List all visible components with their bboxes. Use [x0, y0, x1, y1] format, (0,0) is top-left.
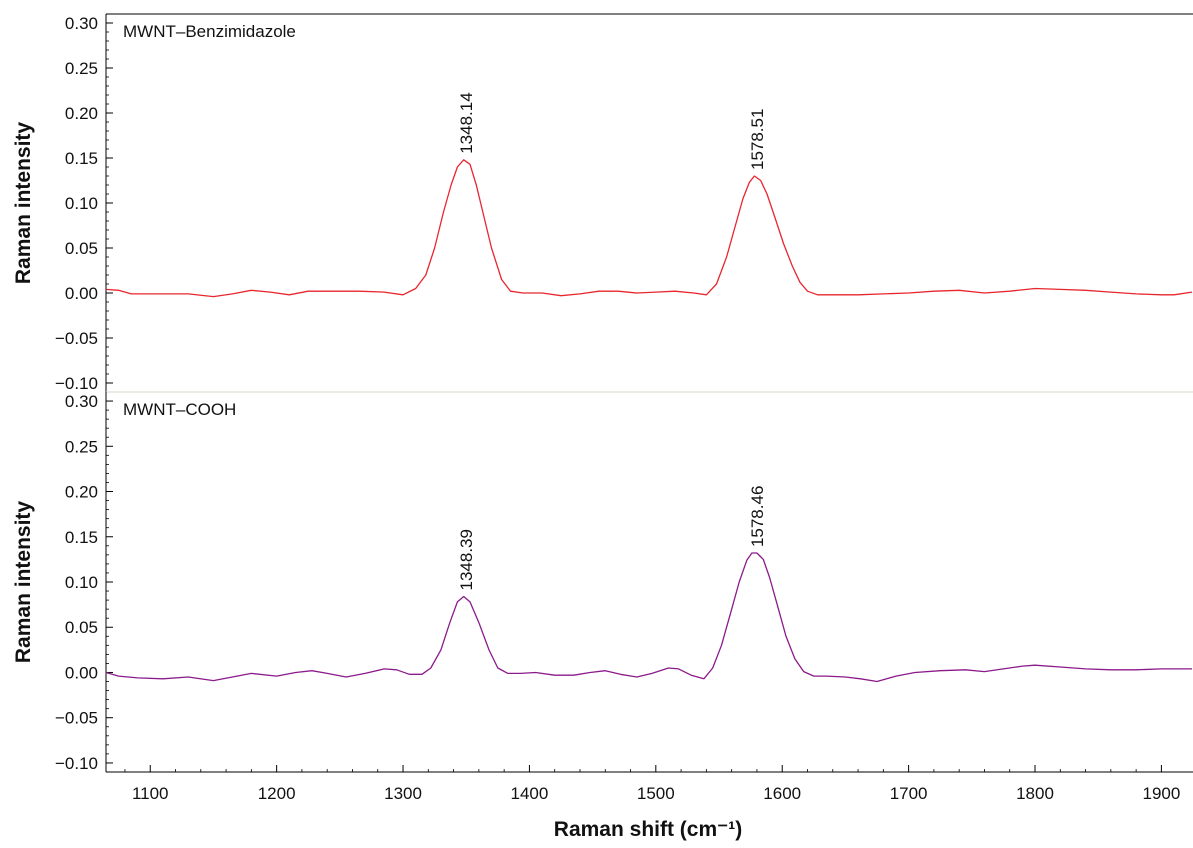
panel-top-y-tick-labels: −0.10 −0.05 0.00 0.05 0.10 0.15 0.20 0.25 0.30 [55, 14, 98, 393]
panel-top-y-tick-label: 0.10 [65, 194, 98, 213]
panel-top-y-tick-label: 0.15 [65, 149, 98, 168]
panel-bottom-x-tick-label: 1500 [637, 784, 675, 803]
panel-bottom-y-tick-label: −0.05 [55, 709, 98, 728]
panel-top-series-line [105, 159, 1193, 298]
panel-bottom-x-tick-label: 1700 [890, 784, 928, 803]
panel-top-y-tick-label: 0.25 [65, 59, 98, 78]
panel-top: −0.10 −0.05 0.00 0.05 0.10 0.15 0.20 0.25 0.30 M… [12, 13, 1193, 393]
panel-bottom-y-tick-label: 0.00 [65, 663, 98, 682]
panel-bottom-label: MWNT–COOH [123, 400, 236, 419]
panel-bottom: −0.10 −0.05 0.00 0.05 0.10 0.15 0.20 0.25 0.30 1… [12, 392, 1193, 803]
panel-bottom-peak-label: 1578.46 [748, 486, 767, 547]
panel-top-peak-label: 1578.51 [748, 109, 767, 170]
panel-top-y-tick-label: −0.10 [55, 374, 98, 393]
panel-bottom-y-tick-label: 0.05 [65, 618, 98, 637]
panel-bottom-x-tick-label: 1200 [258, 784, 296, 803]
panel-bottom-y-tick-label: 0.10 [65, 573, 98, 592]
panel-top-y-tick-label: 0.05 [65, 239, 98, 258]
panel-top-peak-labels: 1348.14 1578.51 [457, 92, 767, 170]
panel-bottom-y-tick-label: 0.15 [65, 528, 98, 547]
x-axis-title: Raman shift (cm⁻¹) [554, 818, 742, 841]
panel-bottom-y-tick-label: 0.25 [65, 437, 98, 456]
panel-bottom-x-tick-label: 1400 [511, 784, 549, 803]
panel-bottom-y-tick-label: −0.10 [55, 754, 98, 773]
panel-top-ticks [106, 22, 113, 384]
panel-bottom-peak-labels: 1348.39 1578.46 [457, 486, 767, 591]
panel-bottom-x-tick-label: 1300 [384, 784, 422, 803]
panel-bottom-y-axis-title: Raman intensity [12, 501, 35, 664]
panel-bottom-series-line [105, 552, 1192, 683]
panel-bottom-y-tick-label: 0.20 [65, 483, 98, 502]
panel-bottom-y-tick-label: 0.30 [65, 392, 98, 411]
panel-bottom-x-tick-label: 1800 [1016, 784, 1054, 803]
panel-bottom-x-tick-label: 1100 [132, 784, 169, 803]
panel-top-label: MWNT–Benzimidazole [123, 22, 296, 41]
panel-bottom-x-tick-labels: 1100 1200 1300 1400 1500 1600 1700 1800 1900 [132, 784, 1180, 803]
panel-bottom-y-tick-labels: −0.10 −0.05 0.00 0.05 0.10 0.15 0.20 0.25 0.30 [55, 392, 98, 773]
panel-top-y-tick-label: 0.30 [65, 14, 98, 33]
panel-bottom-x-tick-label: 1900 [1142, 784, 1180, 803]
panel-bottom-peak-label: 1348.39 [457, 529, 476, 590]
panel-top-y-tick-label: −0.05 [55, 329, 98, 348]
panel-top-y-tick-label: 0.20 [65, 104, 98, 123]
panel-bottom-x-tick-label: 1600 [763, 784, 801, 803]
panel-top-peak-label: 1348.14 [457, 92, 476, 153]
panel-top-y-tick-label: 0.00 [65, 284, 98, 303]
panel-bottom-ticks [106, 400, 1162, 772]
panel-top-y-axis-title: Raman intensity [12, 122, 35, 285]
